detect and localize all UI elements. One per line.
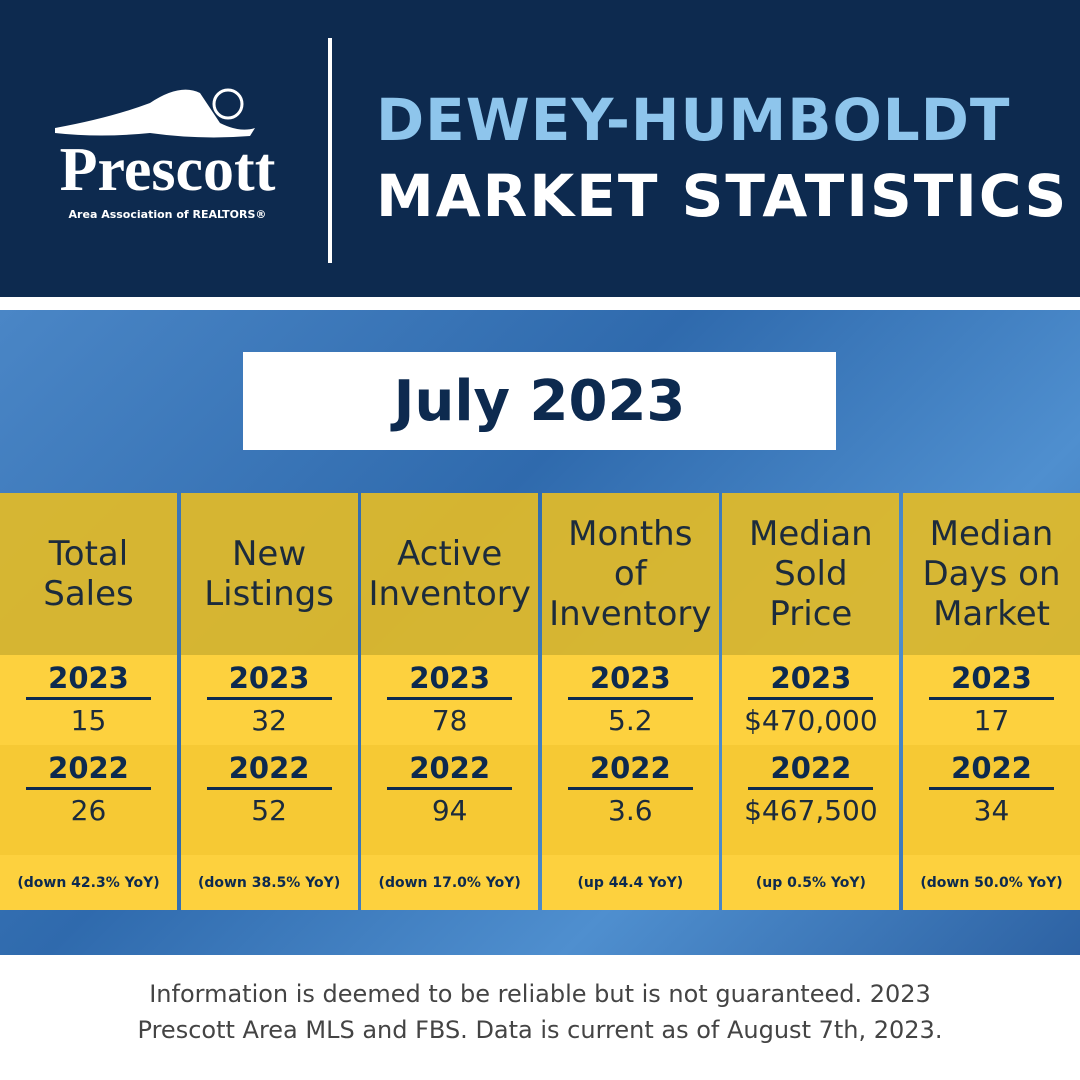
label-line: Listings xyxy=(204,574,334,614)
prior-year: 2022 3.6 xyxy=(541,745,719,855)
value: 94 xyxy=(431,794,468,827)
change: (down 42.3% YoY) xyxy=(0,855,177,910)
year: 2023 xyxy=(26,655,151,700)
value: 34 xyxy=(973,794,1010,827)
label-line: Median xyxy=(749,514,873,554)
stat-column: Total Sales 2023 15 2022 26 (down 42.3% YoY) xyxy=(0,493,177,910)
logo-mark xyxy=(55,88,255,138)
stat-column: Active Inventory 2023 78 2022 94 (down 17.0% Y… xyxy=(361,493,539,910)
label-line: Price xyxy=(769,594,853,634)
current-year: 2023 17 xyxy=(903,655,1080,745)
change: (down 38.5% YoY) xyxy=(180,855,358,910)
footer-line: Information is deemed to be reliable but… xyxy=(149,980,931,1008)
current-year: 2023 $470,000 xyxy=(722,655,900,745)
year: 2022 xyxy=(567,745,693,790)
value: 17 xyxy=(973,704,1010,737)
year: 2023 xyxy=(929,655,1054,700)
label-line: Active xyxy=(397,534,503,574)
value: 5.2 xyxy=(608,704,653,737)
title-line: MARKET STATISTICS xyxy=(376,162,1069,230)
label-line: Sales xyxy=(43,574,134,614)
change: (down 50.0% YoY) xyxy=(903,855,1080,910)
value: 32 xyxy=(251,704,287,737)
prior-year: 2022 34 xyxy=(903,745,1080,855)
current-year: 2023 32 xyxy=(180,655,358,745)
value: $470,000 xyxy=(744,704,878,737)
change: (up 44.4 YoY) xyxy=(541,855,719,910)
year: 2023 xyxy=(387,655,513,700)
label-line: of xyxy=(613,554,647,594)
label-line: Months xyxy=(568,514,693,554)
value: $467,500 xyxy=(744,794,878,827)
year: 2023 xyxy=(206,655,332,700)
title-line: DEWEY-HUMBOLDT xyxy=(376,86,1011,154)
current-year: 2023 78 xyxy=(361,655,539,745)
change: (down 17.0% YoY) xyxy=(361,855,539,910)
value: 26 xyxy=(70,794,107,827)
stat-column: Median Sold Price 2023 $470,000 2022 $467,500(… xyxy=(722,493,900,910)
year: 2022 xyxy=(26,745,151,790)
label-line: Market xyxy=(933,594,1050,634)
value: 3.6 xyxy=(608,794,653,827)
label-line: Inventory xyxy=(549,594,712,634)
stat-column: Median Days on Market 2023 17 2022 34 (down 50.… xyxy=(903,493,1080,910)
prior-year: 2022 26 xyxy=(0,745,177,855)
change: (up 0.5% YoY) xyxy=(722,855,900,910)
year: 2022 xyxy=(206,745,332,790)
label-line: Inventory xyxy=(368,574,531,614)
year: 2022 xyxy=(929,745,1054,790)
year: 2023 xyxy=(748,655,874,700)
value: 15 xyxy=(70,704,107,737)
header: Prescott Area Association of REALTORS® D… xyxy=(0,0,1080,297)
value: 52 xyxy=(251,794,287,827)
stat-label: Active Inventory xyxy=(361,493,539,655)
logo-name: Prescott xyxy=(59,136,276,204)
year: 2023 xyxy=(567,655,693,700)
footer-line: Prescott Area MLS and FBS. Data is curre… xyxy=(137,1016,943,1044)
value: 78 xyxy=(431,704,468,737)
prior-year: 2022 94 xyxy=(361,745,539,855)
prior-year: 2022 $467,500 xyxy=(722,745,900,855)
prior-year: 2022 52 xyxy=(180,745,358,855)
stat-label: New Listings xyxy=(180,493,358,655)
label-line: Days on xyxy=(922,554,1061,594)
current-year: 2023 15 xyxy=(0,655,177,745)
label-line: Total xyxy=(48,534,129,574)
label-line: New xyxy=(232,534,307,574)
current-year: 2023 5.2 xyxy=(541,655,719,745)
stat-label: Median Days on Market xyxy=(903,493,1080,655)
stat-label: Months of Inventory xyxy=(541,493,719,655)
stat-label: Total Sales xyxy=(0,493,177,655)
stat-label: Median Sold Price xyxy=(722,493,900,655)
year: 2022 xyxy=(748,745,874,790)
stat-column: Months of Inventory 2023 5.2 2022 3.6 (up 44.4 … xyxy=(541,493,719,910)
stat-column: New Listings 2023 32 2022 52 (down 38.5% YoY) xyxy=(180,493,358,910)
label-line: Median xyxy=(929,514,1054,554)
divider xyxy=(328,38,332,263)
label-line: Sold xyxy=(774,554,848,594)
logo-tagline: Area Association of REALTORS® xyxy=(68,208,267,221)
period: July 2023 xyxy=(243,352,836,450)
year: 2022 xyxy=(387,745,513,790)
